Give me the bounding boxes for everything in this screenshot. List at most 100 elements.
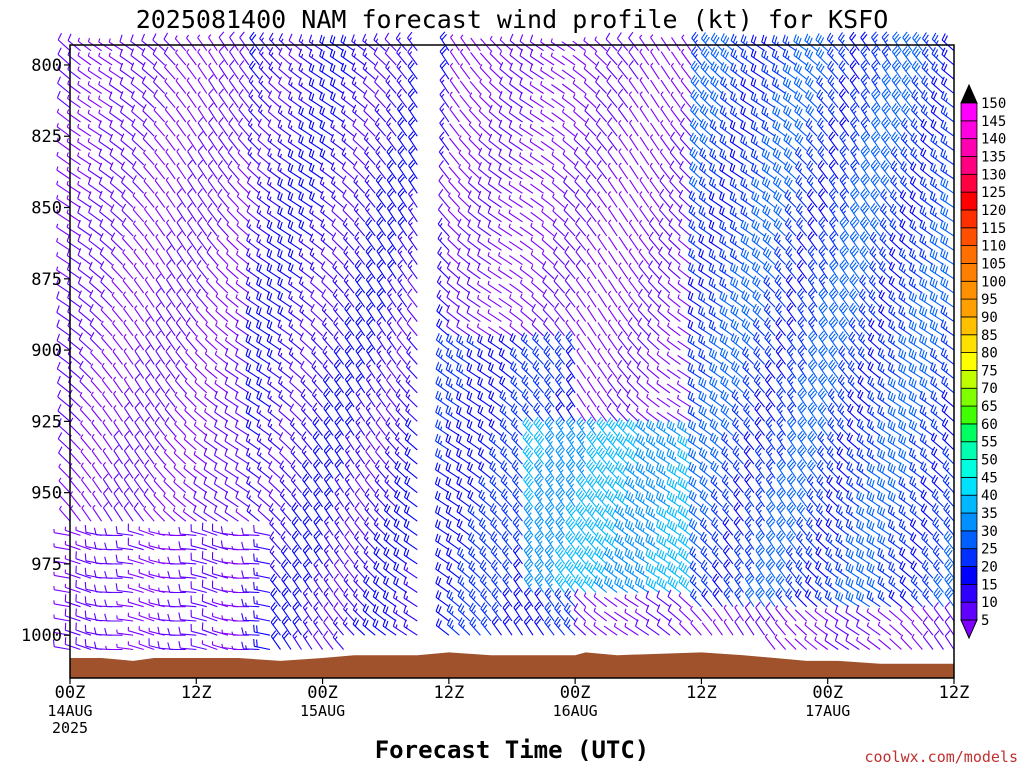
wind-barb — [78, 332, 92, 351]
wind-barb — [164, 402, 176, 422]
wind-barb — [755, 544, 766, 565]
wind-barb — [354, 487, 366, 508]
wind-barb — [647, 274, 660, 294]
wind-barb — [386, 288, 397, 308]
wind-barb — [466, 348, 481, 365]
wind-barb — [720, 62, 734, 80]
wind-barb — [208, 88, 218, 108]
wind-barb — [700, 61, 713, 80]
wind-barb — [211, 626, 229, 636]
wind-barb — [676, 419, 692, 437]
wind-barb — [56, 266, 71, 280]
wind-barb — [197, 91, 208, 109]
wind-barb — [291, 488, 302, 508]
wind-barb — [352, 617, 366, 636]
colorbar-label: 55 — [981, 435, 998, 451]
wind-barb — [765, 430, 776, 451]
wind-barb — [817, 388, 829, 408]
wind-barb — [277, 119, 292, 137]
wind-barb — [403, 519, 418, 536]
wind-barb — [372, 618, 387, 636]
wind-barb — [929, 362, 944, 380]
wind-barb — [815, 532, 829, 551]
wind-barb — [931, 446, 944, 465]
wind-barb — [134, 387, 145, 408]
x-date-label: 17AUG — [805, 702, 850, 720]
wind-barb — [628, 31, 639, 52]
wind-barb — [575, 473, 587, 494]
wind-barb — [742, 374, 755, 394]
wind-barb — [519, 77, 534, 94]
wind-barb — [205, 321, 218, 337]
wind-barb — [797, 430, 808, 451]
wind-barb — [639, 77, 650, 94]
wind-barb — [134, 416, 145, 436]
wind-barb — [268, 460, 281, 479]
wind-barb — [93, 613, 113, 622]
credit-link[interactable]: coolwx.com/models — [864, 748, 1018, 766]
wind-barb — [597, 362, 608, 379]
wind-barb — [81, 476, 92, 494]
wind-barb — [343, 545, 355, 565]
wind-barb — [155, 330, 166, 351]
wind-barb — [866, 404, 881, 422]
wind-barb — [499, 432, 513, 451]
wind-barb — [639, 48, 650, 66]
wind-barb — [312, 459, 324, 479]
wind-barb — [353, 588, 366, 608]
wind-barb — [143, 177, 155, 194]
wind-barb — [586, 248, 597, 265]
wind-barb — [919, 447, 934, 465]
wind-barb — [659, 174, 671, 194]
wind-barb — [446, 617, 460, 636]
wind-barb — [256, 205, 271, 223]
wind-barb — [740, 120, 755, 137]
wind-barb — [214, 379, 229, 394]
wind-barb — [355, 416, 366, 436]
wind-barb — [364, 188, 376, 208]
wind-barb — [930, 404, 944, 422]
wind-barb — [253, 610, 271, 622]
wind-barb — [740, 205, 755, 223]
wind-barb — [523, 615, 534, 636]
wind-barb — [277, 191, 292, 208]
wind-barb — [332, 630, 345, 650]
wind-barb — [157, 612, 176, 622]
wind-barb — [141, 33, 155, 52]
wind-barb — [313, 473, 324, 494]
wind-barb — [908, 319, 923, 337]
wind-barb — [761, 190, 776, 208]
wind-barb — [719, 134, 734, 151]
wind-barb — [445, 490, 460, 508]
wind-barb — [519, 212, 534, 223]
wind-barb — [477, 294, 492, 308]
wind-barb — [207, 202, 218, 223]
wind-barb — [931, 474, 944, 494]
wind-barb — [155, 248, 166, 265]
wind-barb — [256, 447, 271, 465]
wind-barb — [773, 218, 786, 237]
wind-barb — [786, 444, 797, 465]
wind-barb — [929, 205, 944, 223]
wind-barb — [266, 277, 281, 294]
wind-barb — [723, 604, 734, 622]
wind-barb — [127, 555, 144, 565]
wind-barb — [510, 403, 523, 422]
wind-barb — [289, 361, 302, 380]
wind-barb — [178, 541, 197, 551]
wind-barb — [929, 220, 944, 237]
wind-barb — [155, 262, 166, 280]
wind-barb — [197, 145, 208, 166]
wind-barb — [761, 63, 776, 80]
wind-barb — [113, 501, 124, 522]
wind-barb — [397, 188, 408, 208]
wind-barb — [512, 488, 523, 508]
wind-barb — [655, 448, 671, 465]
wind-barb — [615, 475, 629, 494]
wind-barb — [719, 90, 734, 109]
wind-barb — [487, 237, 502, 251]
wind-barb — [489, 446, 502, 465]
wind-barb — [197, 159, 208, 180]
wind-barb — [845, 576, 860, 593]
wind-barb — [797, 345, 808, 365]
